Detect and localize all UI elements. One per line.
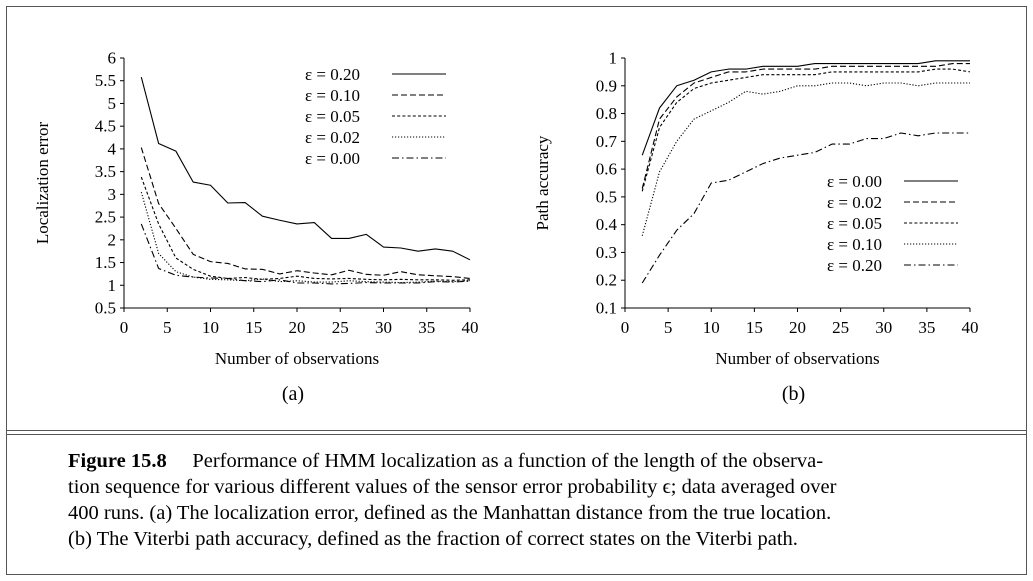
caption-text-1: Performance of HMM localization as a fun… (192, 450, 824, 472)
a-y-tick-label: 1 (108, 276, 117, 295)
a-x-tick-label: 0 (120, 318, 129, 337)
caption-line-2: tion sequence for various different valu… (68, 476, 837, 498)
a-series-line-1 (140, 147, 471, 279)
chart-path-accuracy: 0.10.20.30.40.50.60.70.80.910 5 10 15 20 25 30… (533, 49, 979, 406)
a-legend-label-1: ε = 0.10 (305, 86, 360, 105)
b-x-tick-label: 30 (875, 318, 892, 337)
b-y-tick-label: 0.6 (596, 160, 617, 179)
b-x-tick-label: 25 (832, 318, 849, 337)
b-x-tick-label: 15 (746, 318, 763, 337)
a-series-line-3 (140, 191, 471, 284)
a-y-tick-label: 3.5 (95, 162, 116, 181)
a-panel-label: (a) (282, 383, 304, 405)
b-y-tick-label: 0.2 (596, 271, 617, 290)
a-legend-label-0: ε = 0.20 (305, 65, 360, 84)
b-legend-label-2: ε = 0.05 (827, 214, 882, 233)
b-series-line-4 (641, 132, 970, 284)
a-x-tick-label: 30 (375, 318, 392, 337)
a-x-tick-label: 15 (245, 318, 262, 337)
a-x-tick-label: 35 (418, 318, 435, 337)
b-y-tick-label: 0.1 (596, 299, 617, 318)
b-x-tick-label: 10 (703, 318, 720, 337)
caption-line-3: 400 runs. (a) The localization error, de… (68, 502, 832, 524)
b-y-tick-label: 0.4 (596, 215, 618, 234)
caption-line-4: (b) The Viterbi path accuracy, defined a… (68, 528, 798, 550)
figure-caption: Figure 15.8 Performance of HMM localizat… (68, 448, 968, 552)
caption-separator-top (6, 430, 1027, 431)
b-legend-label-1: ε = 0.02 (827, 193, 882, 212)
a-legend-label-3: ε = 0.02 (305, 128, 360, 147)
b-y-axis-label: Path accuracy (533, 135, 552, 230)
a-series-line-2 (140, 176, 471, 281)
a-legend-label-4: ε = 0.00 (305, 149, 360, 168)
b-x-tick-label: 35 (918, 318, 935, 337)
b-x-tick-label: 0 (621, 318, 630, 337)
a-x-tick-label: 25 (332, 318, 349, 337)
figure-label: Figure 15.8 (68, 450, 167, 472)
a-legend-label-2: ε = 0.05 (305, 107, 360, 126)
a-y-tick-label: 1.5 (95, 253, 116, 272)
b-series-line-1 (641, 63, 970, 189)
a-y-tick-label: 4.5 (95, 117, 116, 136)
a-x-tick-label: 5 (163, 318, 172, 337)
a-x-tick-label: 40 (462, 318, 479, 337)
b-x-tick-label: 40 (962, 318, 979, 337)
a-y-tick-label: 4 (108, 139, 117, 158)
a-y-axis-label: Localization error (33, 122, 52, 245)
a-y-tick-label: 5.5 (95, 71, 116, 90)
a-y-tick-label: 2.5 (95, 208, 116, 227)
a-series-line-0 (140, 76, 471, 261)
a-x-tick-label: 10 (202, 318, 219, 337)
b-y-tick-label: 0.7 (596, 132, 618, 151)
b-series-line-0 (641, 60, 970, 156)
a-series-line-4 (140, 223, 471, 285)
caption-separator-bottom (6, 434, 1027, 435)
b-series-line-3 (641, 82, 970, 236)
a-x-axis-label: Number of observations (215, 349, 379, 368)
chart-localization-error: 0.5 1 1.5 2 2.5 3 3.5 4 4.5 5 5.5 6 0 5 10 15 20 25 30 35 40… (33, 49, 479, 406)
b-x-axis-label: Number of observations (715, 349, 879, 368)
b-y-tick-label: 0.8 (596, 104, 617, 123)
a-x-tick-label: 20 (289, 318, 306, 337)
figure-frame (6, 6, 1027, 575)
a-y-tick-label: 3 (108, 185, 117, 204)
b-y-tick-label: 0.5 (596, 187, 617, 206)
a-y-tick-label: 2 (108, 230, 117, 249)
caption-line-1: Figure 15.8 Performance of HMM localizat… (68, 448, 968, 474)
b-legend-label-4: ε = 0.20 (827, 256, 882, 275)
b-legend-label-3: ε = 0.10 (827, 235, 882, 254)
b-y-tick-label: 0.9 (596, 76, 617, 95)
b-series-line-2 (641, 68, 971, 192)
b-y-tick-label: 1 (609, 49, 618, 68)
b-x-tick-label: 5 (664, 318, 673, 337)
b-legend-label-0: ε = 0.00 (827, 172, 882, 191)
a-y-tick-label: 0.5 (95, 299, 116, 318)
b-panel-label: (b) (782, 383, 805, 405)
b-y-tick-label: 0.3 (596, 243, 617, 262)
a-y-tick-label: 5 (108, 94, 117, 113)
a-y-tick-label: 6 (108, 49, 117, 68)
b-x-tick-label: 20 (789, 318, 806, 337)
